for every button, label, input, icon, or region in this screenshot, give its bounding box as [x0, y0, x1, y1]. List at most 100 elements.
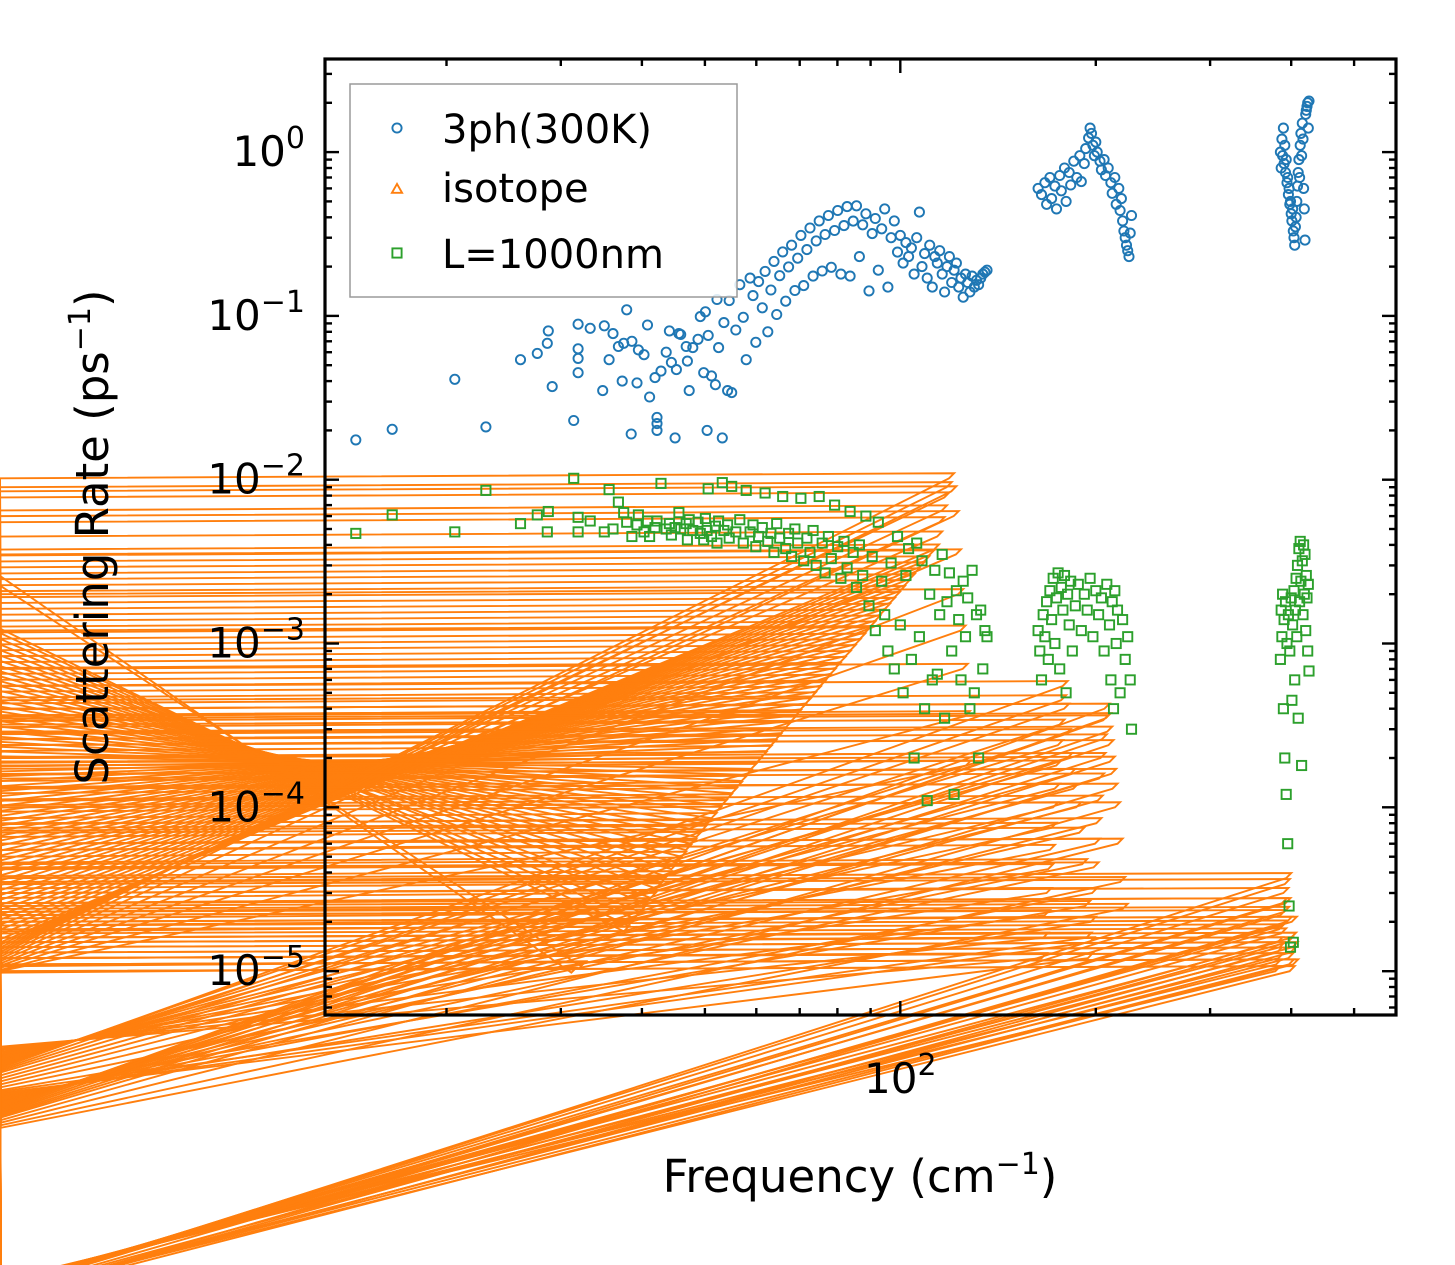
point-3ph	[638, 349, 650, 361]
point-boundary	[1283, 900, 1295, 912]
point-3ph	[753, 276, 765, 288]
point-boundary	[1299, 548, 1311, 560]
point-3ph	[584, 322, 596, 334]
point-3ph	[1277, 122, 1289, 134]
point-3ph	[692, 333, 704, 345]
point-boundary	[941, 596, 953, 608]
point-3ph	[863, 285, 875, 297]
point-3ph	[943, 251, 955, 263]
point-boundary	[905, 653, 917, 665]
point-boundary	[1107, 703, 1120, 715]
point-3ph	[795, 229, 807, 241]
point-3ph	[350, 434, 362, 446]
point-boundary	[541, 526, 553, 538]
point-boundary	[1296, 759, 1308, 772]
point-boundary	[771, 518, 783, 530]
legend: 3ph(300K) isotope L=1000nm	[349, 83, 738, 298]
point-boundary	[740, 484, 752, 496]
point-boundary	[651, 515, 663, 527]
point-boundary	[847, 546, 859, 558]
point-3ph	[1294, 139, 1306, 151]
point-boundary	[1032, 625, 1044, 637]
point-3ph	[866, 228, 878, 240]
y-tick-label: 10−2	[207, 449, 305, 504]
point-boundary	[819, 567, 831, 579]
point-3ph	[541, 337, 553, 349]
point-boundary	[1050, 592, 1063, 604]
point-3ph	[625, 428, 637, 440]
point-boundary	[786, 550, 798, 563]
point-3ph	[546, 381, 558, 393]
point-boundary	[804, 546, 816, 558]
point-3ph	[716, 432, 728, 444]
point-boundary	[1277, 703, 1289, 715]
x-axis-label-exponent: −1	[996, 1147, 1040, 1182]
point-boundary	[1055, 581, 1067, 593]
point-boundary	[908, 752, 920, 764]
point-boundary	[1105, 674, 1117, 686]
point-3ph	[1065, 179, 1077, 191]
point-boundary	[1119, 653, 1131, 665]
point-3ph	[1124, 227, 1136, 239]
point-3ph	[616, 375, 628, 387]
point-boundary	[966, 564, 978, 576]
point-boundary	[863, 600, 875, 612]
point-boundary	[1117, 614, 1129, 626]
point-boundary	[1075, 625, 1087, 637]
legend-box	[349, 83, 738, 298]
point-3ph	[651, 411, 663, 423]
point-boundary	[816, 537, 828, 549]
point-boundary	[584, 515, 596, 527]
point-boundary	[737, 537, 749, 549]
point-boundary	[1046, 614, 1058, 626]
point-3ph	[911, 232, 923, 244]
point-3ph	[626, 335, 638, 347]
point-boundary	[669, 522, 681, 534]
point-boundary	[1034, 645, 1046, 657]
point-3ph	[644, 391, 656, 403]
point-3ph	[663, 325, 675, 337]
point-3ph	[936, 268, 948, 280]
point-boundary	[1052, 567, 1064, 579]
point-3ph	[1046, 193, 1058, 205]
point-boundary	[1095, 592, 1107, 604]
point-boundary	[869, 625, 881, 637]
point-3ph	[756, 302, 768, 314]
point-boundary	[759, 487, 771, 499]
point-boundary	[1300, 625, 1312, 637]
point-boundary	[730, 526, 742, 538]
point-boundary	[750, 541, 762, 553]
point-boundary	[1042, 653, 1054, 665]
point-3ph	[1085, 127, 1098, 139]
point-3ph	[934, 245, 946, 257]
point-boundary	[777, 490, 789, 503]
point-boundary	[813, 490, 825, 503]
point-boundary	[857, 569, 869, 582]
point-isotope	[0, 872, 1294, 1265]
point-3ph	[1115, 193, 1127, 205]
point-3ph	[759, 265, 771, 277]
point-3ph	[888, 215, 900, 227]
point-3ph	[572, 343, 584, 355]
point-3ph	[1303, 95, 1315, 107]
point-boundary	[626, 530, 638, 543]
point-boundary	[673, 507, 685, 519]
point-boundary	[607, 523, 619, 535]
point-boundary	[1069, 600, 1081, 612]
legend-label-isotope: isotope	[442, 166, 589, 212]
point-boundary	[939, 712, 951, 724]
point-3ph	[1084, 122, 1096, 134]
point-boundary	[1049, 637, 1061, 650]
point-boundary	[955, 674, 967, 686]
point-boundary	[1101, 578, 1113, 590]
point-boundary	[948, 788, 960, 800]
point-boundary	[1109, 585, 1121, 597]
point-3ph	[926, 281, 938, 293]
point-boundary	[981, 631, 993, 643]
point-3ph	[908, 268, 920, 280]
point-3ph	[844, 270, 856, 282]
point-boundary	[1124, 674, 1136, 686]
point-boundary	[1065, 575, 1077, 587]
point-3ph	[1298, 182, 1310, 194]
